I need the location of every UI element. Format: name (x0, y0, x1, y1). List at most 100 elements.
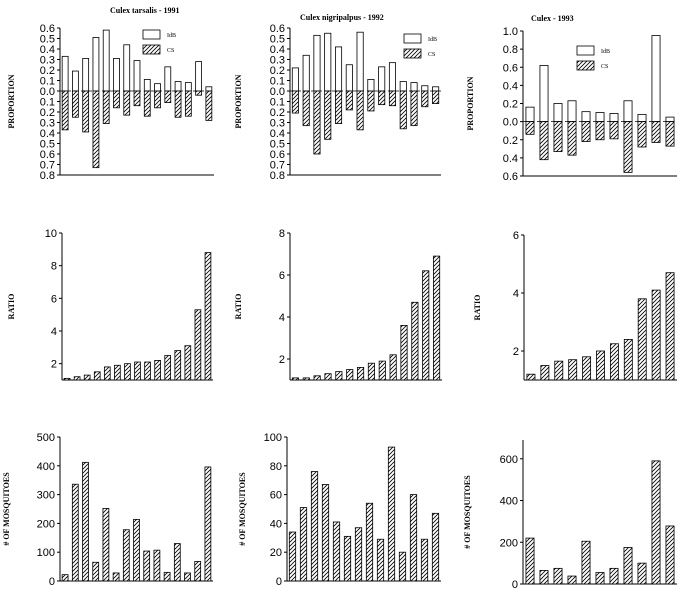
y-tick-label: 0.4 (270, 128, 285, 140)
bar (567, 575, 577, 585)
bar (420, 538, 429, 582)
bar (665, 116, 675, 123)
y-tick-label: 0 (276, 576, 282, 588)
bar (154, 83, 161, 92)
legend-label: IdB (428, 37, 437, 43)
chart-panel-p6: 2 4 6 RATIO (473, 230, 677, 381)
bar (92, 561, 100, 582)
y-axis-label: # OF MOSQUITOES (2, 472, 11, 546)
y-tick-label: 0.3 (40, 55, 55, 67)
y-tick-label: 0.2 (270, 65, 285, 77)
bar (431, 512, 440, 582)
bar (581, 121, 591, 142)
chart-grid: 0.60.50.40.30.20.10.00.10.20.30.40.50.60… (2, 6, 677, 591)
y-tick-label: 0.0 (270, 86, 285, 98)
y-tick-label: 0.8 (40, 170, 55, 182)
bar (143, 79, 151, 92)
bar (184, 82, 192, 92)
bar (184, 90, 192, 117)
bar (568, 359, 578, 381)
bar (432, 90, 440, 105)
y-tick-label: 2 (279, 354, 285, 366)
y-tick-label: 0.4 (503, 80, 518, 92)
bar (595, 112, 605, 123)
bar (378, 90, 386, 106)
bar (623, 547, 633, 585)
y-tick-label: 0.6 (40, 149, 55, 161)
bar (184, 572, 191, 582)
y-tick-label: 0.7 (270, 160, 285, 172)
legend-swatch (142, 29, 161, 40)
y-tick-label: 1.0 (503, 26, 518, 38)
bar (313, 90, 321, 155)
bar (539, 65, 549, 123)
bar (409, 494, 418, 582)
bar (399, 81, 407, 92)
y-tick-label: 40 (270, 518, 282, 530)
legend-swatch (576, 60, 595, 71)
bar (540, 365, 550, 381)
legend: IdB CS (142, 29, 176, 55)
y-axis-label: # OF MOSQUITOES (463, 475, 472, 549)
bar (378, 360, 386, 381)
chart-panel-p4: 2 4 6 8 10 RATIO (7, 228, 213, 381)
bar (144, 361, 151, 381)
bar (61, 55, 69, 92)
bar (525, 121, 535, 135)
bar (665, 121, 675, 147)
bar (345, 90, 353, 111)
bar (367, 79, 375, 92)
y-tick-label: 6 (279, 270, 285, 282)
bar (324, 373, 332, 381)
bar (651, 35, 661, 123)
bar (299, 507, 308, 582)
bar (400, 324, 408, 381)
chart-panel-p9: 0 200 400 600 # OF MOSQUITOES (463, 440, 677, 591)
bar (133, 60, 141, 92)
bar (387, 446, 396, 582)
legend-label: IdB (601, 49, 610, 55)
legend: IdB CS (403, 33, 437, 59)
y-tick-label: 2 (513, 346, 519, 358)
chart-title: Culex nigripalpus - 1992 (300, 13, 384, 22)
bar (354, 527, 363, 582)
y-tick-label: 0.4 (503, 153, 518, 165)
bar (651, 121, 661, 143)
bar (581, 111, 591, 123)
y-tick-label: 0.2 (40, 107, 55, 119)
y-tick-label: 0.8 (503, 44, 518, 56)
bar (345, 64, 353, 92)
bar (61, 90, 69, 131)
bar (421, 85, 429, 92)
y-tick-label: 0.3 (40, 118, 55, 130)
y-axis-label: PROPORTION (7, 74, 16, 128)
bar (356, 90, 364, 131)
bar (623, 338, 633, 381)
bar (291, 67, 299, 92)
bar (195, 61, 202, 92)
legend: IdB CS (576, 45, 610, 71)
bar (164, 355, 172, 381)
bar (367, 362, 375, 381)
bar (365, 502, 374, 582)
bar (525, 106, 535, 123)
y-tick-label: 0.6 (40, 23, 55, 35)
bar (432, 86, 440, 92)
y-tick-label: 6 (51, 293, 57, 305)
bar (567, 100, 577, 123)
bar (433, 255, 441, 381)
y-tick-label: 0.1 (270, 76, 285, 88)
bar (302, 90, 310, 127)
bar (92, 90, 100, 169)
legend-label: IdB (167, 33, 176, 39)
chart-panel-p3: 1.0 0.8 0.6 0.4 0.2 0.0 0.2 0.4 0.6 PROPORTION Cul… (466, 14, 677, 183)
bar (332, 521, 341, 582)
bar (133, 518, 140, 582)
bar (102, 29, 110, 92)
y-axis-label: RATIO (7, 294, 16, 320)
bar (123, 90, 131, 116)
y-tick-label: 0.4 (270, 44, 285, 56)
bar (154, 90, 161, 109)
bar (346, 369, 354, 381)
y-axis-label: PROPORTION (234, 74, 243, 128)
